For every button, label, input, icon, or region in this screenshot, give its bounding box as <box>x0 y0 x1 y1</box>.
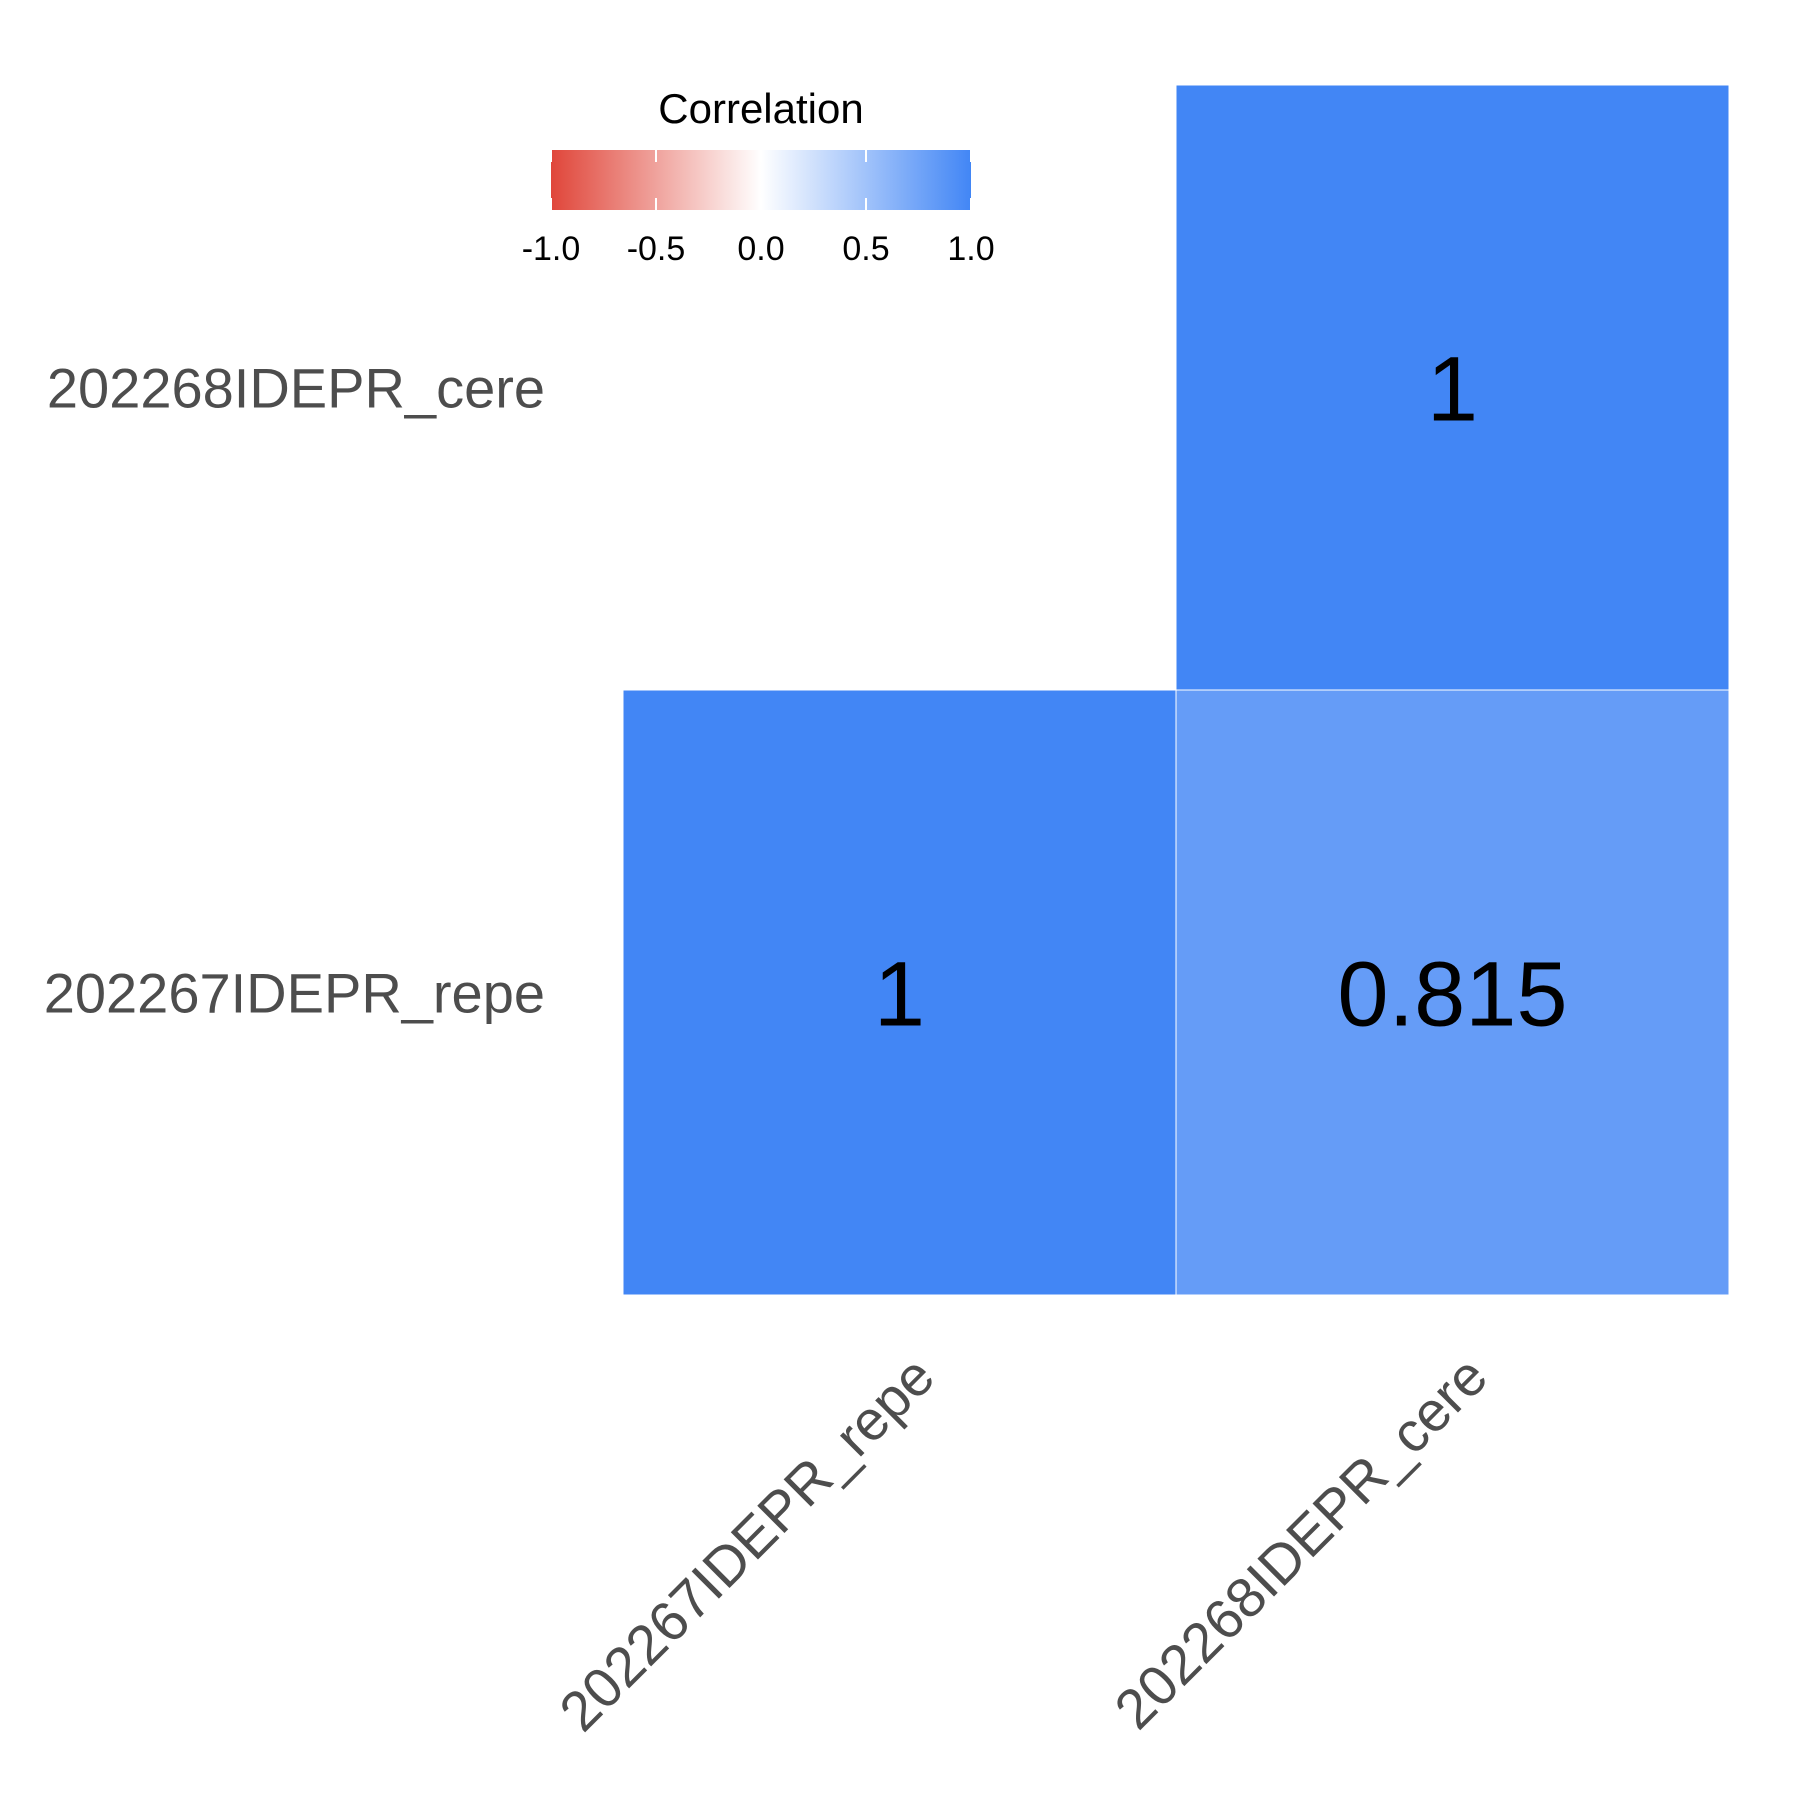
x-axis-label: 202268IDEPR_cere <box>1102 1344 1499 1741</box>
x-axis-label: 202267IDEPR_repe <box>547 1344 946 1743</box>
cell-value-label: 0.815 <box>1337 944 1567 1046</box>
legend-ticks: -1.0 -0.5 0.0 0.5 1.0 <box>522 150 995 268</box>
heatmap-cells: 1 0.815 1 <box>622 84 1730 1296</box>
legend-title: Correlation <box>658 85 863 132</box>
y-axis-label: 202268IDEPR_cere <box>47 357 545 420</box>
legend-tick-label: -0.5 <box>627 230 686 268</box>
x-axis-labels: 202267IDEPR_repe 202268IDEPR_cere <box>547 1344 1499 1743</box>
y-axis-labels: 202267IDEPR_repe 202268IDEPR_cere <box>44 357 545 1025</box>
legend-tick-label: -1.0 <box>522 230 581 268</box>
heatmap-cell <box>1175 84 1730 691</box>
legend-tick-label: 0.0 <box>737 230 784 268</box>
legend-tick-label: 1.0 <box>947 230 994 268</box>
legend: Correlation -1.0 -0.5 0.0 0.5 1.0 <box>522 85 995 268</box>
cell-value-label: 1 <box>1427 339 1478 441</box>
cell-value-label: 1 <box>874 944 925 1046</box>
heatmap-cell <box>1175 689 1730 1296</box>
y-axis-label: 202267IDEPR_repe <box>44 962 545 1025</box>
legend-tick-label: 0.5 <box>842 230 889 268</box>
heatmap-cell <box>622 689 1177 1296</box>
